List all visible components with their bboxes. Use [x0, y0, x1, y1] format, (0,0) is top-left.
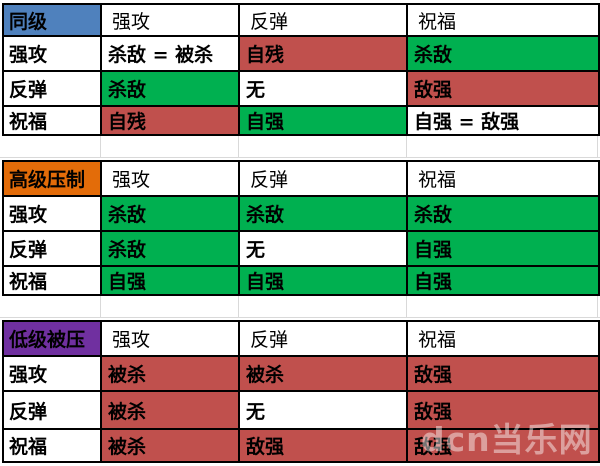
matrix-cell: 自强 [100, 265, 240, 296]
table-row: 祝福 被杀 敌强 敌强 [2, 428, 600, 463]
row-label: 祝福 [2, 105, 102, 136]
matrix-cell: 自残 [238, 35, 408, 72]
matrix-cell: 杀敌 [100, 70, 240, 107]
column-header: 强攻 [100, 320, 240, 357]
matrix-cell: 被杀 [100, 428, 240, 463]
grid-line [597, 296, 598, 318]
matrix-cell: 自强 [406, 230, 600, 267]
grid-line [406, 296, 407, 318]
table-body: 强攻 杀敌 杀敌 杀敌 反弹 杀敌无自强 祝福 自强 自强 自强 [2, 195, 600, 296]
table-row: 反弹 被杀无敌强 [2, 390, 600, 430]
table-row: 反弹 杀敌无敌强 [2, 70, 600, 107]
table-body: 强攻 杀敌 = 被杀 自残 杀敌 反弹 杀敌无敌强 祝福 自残 自强 自强 = 敌强 [2, 35, 600, 136]
table-header: 低级被压 强攻 反弹 祝福 [2, 320, 600, 357]
column-header: 祝福 [406, 3, 600, 37]
row-label: 强攻 [2, 35, 102, 72]
matrix-cell: 敌强 [406, 428, 600, 463]
row-label: 反弹 [2, 230, 102, 267]
table-row: 祝福 自残 自强 自强 = 敌强 [2, 105, 600, 136]
matrix-cell: 杀敌 [100, 230, 240, 267]
matrix-cell: 敌强 [406, 355, 600, 392]
table-title-cell: 低级被压 [2, 320, 102, 357]
matrix-cell: 敌强 [406, 70, 600, 107]
row-label: 强攻 [2, 355, 102, 392]
header-row: 低级被压 强攻 反弹 祝福 [2, 320, 600, 357]
header-row: 同级 强攻 反弹 祝福 [2, 3, 600, 37]
column-header: 强攻 [100, 160, 240, 197]
row-label: 强攻 [2, 195, 102, 232]
row-label: 祝福 [2, 265, 102, 296]
matrix-cell: 敌强 [238, 428, 408, 463]
grid-line [0, 317, 600, 318]
matrix-cell: 被杀 [100, 355, 240, 392]
matrix-cell: 杀敌 [406, 195, 600, 232]
matrix-cell: 自强 [406, 265, 600, 296]
table-header: 同级 强攻 反弹 祝福 [2, 3, 600, 37]
header-row: 高级压制 强攻 反弹 祝福 [2, 160, 600, 197]
table-row: 强攻 杀敌 杀敌 杀敌 [2, 195, 600, 232]
matrix-cell: 杀敌 [100, 195, 240, 232]
grid-line [406, 136, 407, 158]
column-header: 祝福 [406, 160, 600, 197]
grid-line [0, 157, 600, 158]
matrix-cell: 被杀 [100, 390, 240, 430]
grid-line [597, 136, 598, 158]
matchup-table-same-level: 同级 强攻 反弹 祝福 强攻 杀敌 = 被杀 自残 杀敌 反弹 杀敌无敌强 祝福 自残 自强 自强 = … [2, 3, 600, 136]
table-title-cell: 高级压制 [2, 160, 102, 197]
grid-line [100, 296, 101, 318]
column-header: 强攻 [100, 3, 240, 37]
matrix-cell: 自残 [100, 105, 240, 136]
column-header: 反弹 [238, 3, 408, 37]
column-header: 反弹 [238, 160, 408, 197]
column-header: 祝福 [406, 320, 600, 357]
matchup-table-lower-level: 低级被压 强攻 反弹 祝福 强攻 被杀 被杀 敌强 反弹 被杀无敌强 祝福 被杀 敌强 敌强 [2, 320, 600, 463]
table-row: 强攻 被杀 被杀 敌强 [2, 355, 600, 392]
matchup-table-higher-level: 高级压制 强攻 反弹 祝福 强攻 杀敌 杀敌 杀敌 反弹 杀敌无自强 祝福 自强 自强 自强 [2, 160, 600, 296]
matrix-cell: 杀敌 [406, 35, 600, 72]
table-row: 强攻 杀敌 = 被杀 自残 杀敌 [2, 35, 600, 72]
matrix-cell: 被杀 [238, 355, 408, 392]
matrix-cell: 杀敌 [238, 195, 408, 232]
table-body: 强攻 被杀 被杀 敌强 反弹 被杀无敌强 祝福 被杀 敌强 敌强 [2, 355, 600, 463]
matrix-cell: 无 [238, 70, 408, 107]
matrix-cell: 无 [238, 230, 408, 267]
table-header: 高级压制 强攻 反弹 祝福 [2, 160, 600, 197]
matrix-cell: 杀敌 = 被杀 [100, 35, 240, 72]
grid-line [100, 136, 101, 158]
grid-line [238, 136, 239, 158]
row-label: 祝福 [2, 428, 102, 463]
matrix-cell: 自强 [238, 105, 408, 136]
table-row: 祝福 自强 自强 自强 [2, 265, 600, 296]
row-label: 反弹 [2, 390, 102, 430]
table-title-cell: 同级 [2, 3, 102, 37]
matrix-cell: 自强 [238, 265, 408, 296]
table-row: 反弹 杀敌无自强 [2, 230, 600, 267]
grid-line [238, 296, 239, 318]
matrix-cell: 无 [238, 390, 408, 430]
matrix-cell: 敌强 [406, 390, 600, 430]
column-header: 反弹 [238, 320, 408, 357]
matrix-cell: 自强 = 敌强 [406, 105, 600, 136]
row-label: 反弹 [2, 70, 102, 107]
